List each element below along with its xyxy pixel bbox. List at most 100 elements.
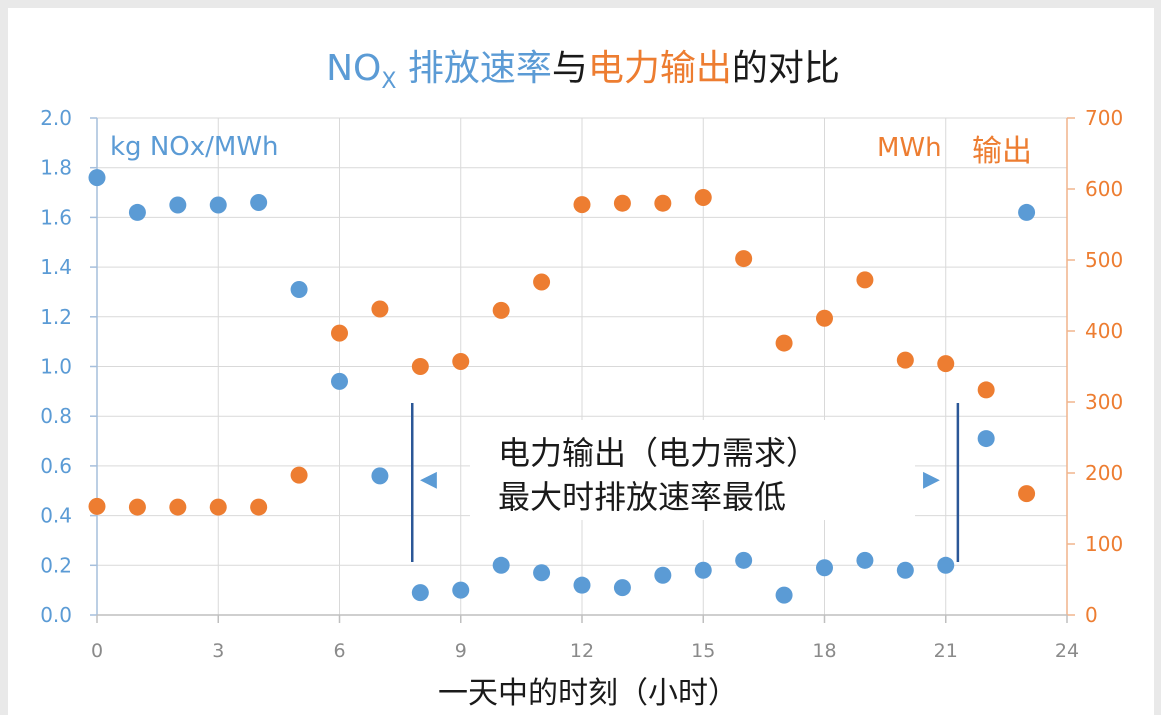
left-tick-label: 0.0	[40, 603, 72, 627]
left-tick-label: 0.6	[40, 454, 72, 478]
right-axis-ticks: 0 100 200 300 400 500 600 700	[1067, 106, 1123, 627]
annotation-arrow-left: ◀	[420, 467, 437, 492]
output-point-9	[452, 353, 470, 371]
annotation-line-1: 电力输出（电力需求）	[498, 434, 818, 472]
output-point-16	[735, 250, 753, 268]
gridlines	[97, 117, 1067, 615]
output-point-21	[937, 355, 955, 373]
nox-point-9	[452, 581, 470, 599]
series-nox-emission-rate	[88, 169, 1036, 604]
output-point-12	[573, 196, 591, 214]
output-point-1	[128, 498, 146, 516]
output-point-22	[977, 381, 995, 399]
nox-point-7	[371, 467, 389, 485]
nox-point-8	[411, 584, 429, 602]
right-tick-label: 0	[1085, 603, 1098, 627]
left-tick-label: 1.8	[40, 156, 72, 180]
right-tick-label: 200	[1085, 461, 1123, 485]
annotation-line-2: 最大时排放速率最低	[498, 478, 786, 516]
right-axis-output-label: 输出	[972, 134, 1032, 169]
x-tick-label: 15	[691, 640, 715, 662]
x-tick-label: 21	[934, 640, 958, 662]
chart-title: NOX 排放速率与电力输出的对比	[326, 48, 840, 94]
title-power-output: 电力输出	[588, 48, 732, 89]
right-tick-label: 400	[1085, 319, 1123, 343]
output-point-7	[371, 300, 389, 318]
left-tick-label: 1.2	[40, 305, 72, 329]
nox-point-0	[88, 169, 106, 187]
output-point-13	[613, 194, 631, 212]
output-point-18	[816, 309, 833, 327]
left-tick-label: 0.2	[40, 553, 72, 577]
nox-point-5	[290, 280, 308, 298]
x-axis-ticks: 0 3 6 9 12 15 18 21 24	[91, 615, 1079, 662]
output-point-23	[1018, 485, 1036, 503]
chart-card	[8, 8, 1154, 715]
output-point-19	[856, 271, 874, 289]
nox-point-4	[250, 193, 268, 211]
title-nox-subscript: X	[381, 69, 396, 94]
nox-point-19	[856, 551, 874, 569]
nox-point-12	[573, 576, 591, 594]
nox-point-22	[977, 430, 995, 448]
left-tick-label: 0.4	[40, 504, 72, 528]
title-emission-rate: 排放速率	[396, 48, 551, 89]
left-tick-label: 2.0	[40, 106, 72, 130]
annotation: ◀ ▶ 电力输出（电力需求） 最大时排放速率最低	[411, 403, 960, 562]
right-tick-label: 300	[1085, 390, 1123, 414]
nox-point-14	[654, 566, 672, 584]
nox-point-20	[896, 561, 914, 579]
nox-point-18	[816, 559, 833, 577]
nox-point-17	[775, 586, 793, 604]
left-axis-label: kg NOx/MWh	[110, 132, 279, 162]
output-point-10	[492, 301, 510, 319]
right-tick-label: 700	[1085, 106, 1123, 130]
x-tick-label: 0	[91, 640, 103, 662]
right-tick-label: 100	[1085, 532, 1123, 556]
nox-point-1	[128, 203, 146, 221]
nox-point-13	[613, 579, 631, 597]
right-tick-label: 500	[1085, 248, 1123, 272]
nox-point-16	[735, 551, 753, 569]
left-axis-ticks: 0.0 0.2 0.4 0.6 0.8 1.0 1.2 1.4 1.6 1.8 2.0	[40, 106, 97, 627]
nox-point-11	[533, 564, 551, 582]
annotation-background	[470, 420, 915, 520]
nox-point-3	[209, 196, 227, 214]
title-nox: NO	[326, 48, 381, 89]
x-tick-label: 6	[333, 640, 345, 662]
output-point-15	[694, 189, 712, 207]
output-point-8	[411, 358, 429, 375]
title-comparison: 的对比	[732, 48, 840, 89]
left-tick-label: 1.4	[40, 255, 72, 279]
series-power-output	[88, 189, 1036, 516]
output-point-14	[654, 194, 672, 212]
data-points	[88, 169, 1036, 604]
output-point-5	[290, 466, 308, 484]
x-tick-label: 24	[1055, 640, 1079, 662]
output-point-20	[896, 351, 914, 369]
output-point-2	[169, 498, 187, 516]
left-tick-label: 1.6	[40, 205, 72, 229]
annotation-arrow-right: ▶	[923, 467, 940, 492]
x-tick-label: 9	[455, 640, 467, 662]
left-tick-label: 0.8	[40, 404, 72, 428]
x-axis-label: 一天中的时刻（小时）	[438, 676, 738, 711]
output-point-3	[209, 498, 227, 516]
nox-point-15	[694, 561, 712, 579]
output-point-6	[331, 324, 348, 342]
output-point-4	[250, 498, 268, 516]
output-point-11	[533, 273, 551, 291]
x-tick-label: 3	[212, 640, 224, 662]
output-point-17	[775, 334, 793, 352]
x-tick-label: 12	[570, 640, 594, 662]
output-point-0	[88, 497, 106, 515]
nox-point-23	[1018, 203, 1036, 221]
right-axis-unit-label: MWh	[877, 133, 942, 163]
x-tick-label: 18	[812, 640, 836, 662]
title-versus: 与	[552, 48, 588, 89]
left-tick-label: 1.0	[40, 355, 72, 379]
right-tick-label: 600	[1085, 177, 1123, 201]
nox-point-6	[331, 372, 348, 390]
nox-point-2	[169, 196, 187, 214]
